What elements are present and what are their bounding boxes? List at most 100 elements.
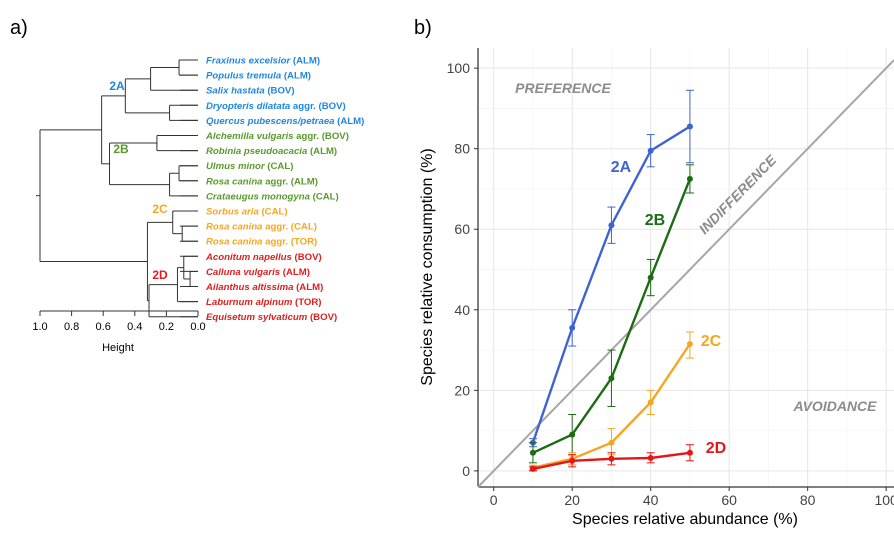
- leaf-label: Populus tremula (ALM): [206, 71, 311, 82]
- data-point: [686, 175, 693, 182]
- leaf-site: (BOV): [292, 252, 322, 263]
- x-tick-label: 20: [564, 492, 580, 508]
- series-label-2b: 2B: [645, 212, 665, 229]
- leaf-site: (ALM): [293, 282, 323, 293]
- leaf-species: Robinia pseudoacacia: [206, 146, 308, 157]
- dendrogram: Fraxinus excelsior (ALM)Populus tremula …: [32, 56, 364, 334]
- leaf-label: Crataeugus monogyna (CAL): [206, 191, 339, 202]
- x-axis-label: Species relative abundance (%): [572, 511, 798, 528]
- leaf-species: Laburnum alpinum: [206, 297, 293, 308]
- panel-b-label: b): [414, 17, 432, 39]
- panel-a-label: a): [10, 17, 28, 39]
- leaf-site: aggr. (TOR): [263, 237, 318, 248]
- leaf-species: Quercus pubescens/petraea: [206, 116, 335, 127]
- data-point: [529, 449, 536, 456]
- leaf-site: (ALM): [281, 71, 311, 82]
- leaf-label: Alchemilla vulgaris aggr. (BOV): [205, 131, 349, 142]
- line-chart: 0 20 40 60 80 100020406080100INDIFFERENCEPREF…: [447, 48, 894, 508]
- leaf-species: Aconitum napellus: [205, 252, 292, 263]
- leaf-label: Rosa canina aggr. (ALM): [206, 176, 318, 187]
- leaf-label: Sorbus aria (CAL): [206, 207, 288, 218]
- data-point: [647, 274, 654, 281]
- leaf-label: Salix hastata (BOV): [206, 86, 295, 97]
- leaf-label: Equisetum sylvaticum (BOV): [206, 312, 337, 323]
- series-label-2c: 2C: [701, 333, 722, 350]
- y-tick-label: 60: [454, 221, 470, 237]
- leaf-label: Ailanthus altissima (ALM): [205, 282, 323, 293]
- dendrogram-tick-label: 1.0: [32, 321, 47, 333]
- data-point: [569, 431, 576, 438]
- leaf-species: Crataeugus monogyna: [206, 191, 311, 202]
- leaf-species: Salix hastata: [206, 86, 265, 97]
- leaf-label: Quercus pubescens/petraea (ALM): [206, 116, 364, 127]
- leaf-site: (TOR): [292, 297, 321, 308]
- leaf-label: Calluna vulgaris (ALM): [206, 267, 310, 278]
- data-point: [608, 439, 615, 446]
- dendrogram-tick-label: 0.2: [159, 321, 174, 333]
- dendrogram-axis-label: Height: [102, 342, 134, 354]
- leaf-site: aggr. (BOV): [293, 131, 348, 142]
- x-tick-label: 100: [874, 492, 894, 508]
- data-point: [569, 324, 576, 331]
- leaf-label: Robinia pseudoacacia (ALM): [206, 146, 337, 157]
- leaf-site: (ALM): [307, 146, 337, 157]
- leaf-label: Dryopteris dilatata aggr. (BOV): [206, 101, 346, 112]
- leaf-label: Aconitum napellus (BOV): [205, 252, 322, 263]
- data-point: [608, 375, 615, 382]
- x-tick-label: 80: [800, 492, 816, 508]
- leaf-label: Ulmus minor (CAL): [206, 161, 293, 172]
- data-point: [686, 341, 693, 348]
- leaf-species: Ulmus minor: [206, 161, 266, 172]
- x-tick-label: 60: [721, 492, 737, 508]
- leaf-site: aggr. (BOV): [290, 101, 345, 112]
- leaf-species: Rosa canina: [206, 222, 263, 233]
- dendrogram-tick-label: 0.6: [96, 321, 111, 333]
- leaf-species: Rosa canina: [206, 237, 263, 248]
- leaf-site: (CAL): [310, 191, 339, 202]
- leaf-label: Rosa canina aggr. (TOR): [206, 237, 317, 248]
- dendrogram-tick-label: 0.4: [127, 321, 142, 333]
- data-point: [686, 449, 693, 456]
- data-point: [686, 123, 693, 130]
- leaf-site: (BOV): [265, 86, 295, 97]
- leaf-species: Ailanthus altissima: [205, 282, 294, 293]
- leaf-label: Laburnum alpinum (TOR): [206, 297, 321, 308]
- leaf-site: aggr. (ALM): [263, 176, 318, 187]
- y-tick-label: 20: [454, 382, 470, 398]
- data-point: [569, 457, 576, 464]
- leaf-species: Alchemilla vulgaris: [205, 131, 293, 142]
- y-tick-label: 100: [447, 60, 471, 76]
- avoidance-label: AVOIDANCE: [793, 398, 878, 414]
- y-tick-label: 0: [462, 463, 470, 479]
- leaf-species: Calluna vulgaris: [206, 267, 280, 278]
- leaf-site: (CAL): [259, 207, 288, 218]
- cluster-label-2d: 2D: [152, 268, 168, 282]
- plot-area: [478, 48, 894, 487]
- leaf-species: Dryopteris dilatata: [206, 101, 291, 112]
- y-axis-label: Species relative consumption (%): [419, 148, 436, 385]
- leaf-site: aggr. (CAL): [263, 222, 317, 233]
- cluster-label-2a: 2A: [109, 79, 125, 93]
- leaf-label: Fraxinus excelsior (ALM): [206, 56, 320, 67]
- data-point: [647, 455, 654, 462]
- series-label-2a: 2A: [611, 159, 632, 176]
- data-point: [647, 147, 654, 154]
- data-point: [608, 455, 615, 462]
- preference-label: PREFERENCE: [515, 80, 611, 96]
- leaf-species: Fraxinus excelsior: [206, 56, 292, 67]
- leaf-site: (ALM): [335, 116, 365, 127]
- leaf-site: (CAL): [265, 161, 294, 172]
- leaf-species: Equisetum sylvaticum: [206, 312, 308, 323]
- data-point: [529, 465, 536, 472]
- leaf-site: (ALM): [290, 56, 320, 67]
- leaf-species: Populus tremula: [206, 71, 282, 82]
- data-point: [608, 222, 615, 229]
- leaf-label: Rosa canina aggr. (CAL): [206, 222, 317, 233]
- data-point: [647, 399, 654, 406]
- dendrogram-tick-label: 0.0: [190, 321, 205, 333]
- dendrogram-tick-label: 0.8: [64, 321, 79, 333]
- indifference-line: [477, 59, 894, 488]
- leaf-species: Sorbus aria: [206, 207, 259, 218]
- x-tick-label: 40: [643, 492, 659, 508]
